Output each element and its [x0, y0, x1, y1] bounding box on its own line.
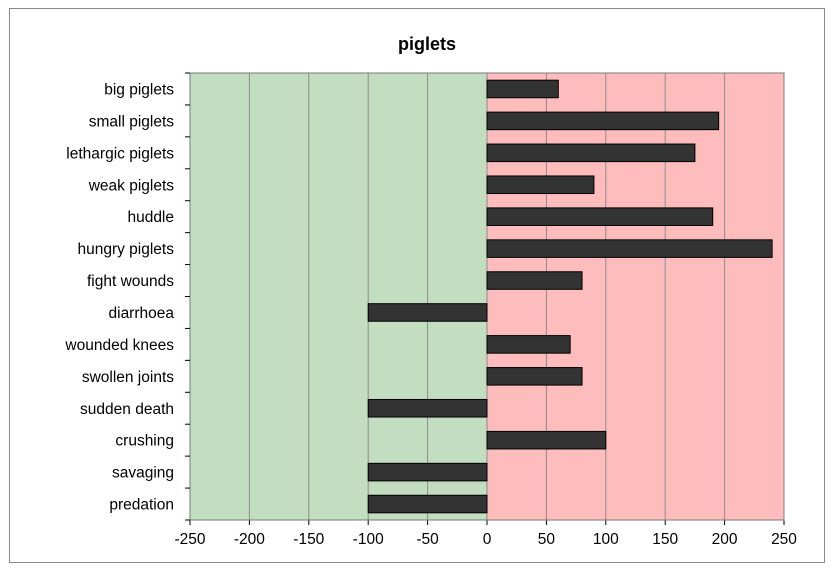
- category-label: wounded knees: [64, 337, 174, 354]
- category-label: swollen joints: [82, 369, 174, 386]
- category-label: predation: [109, 497, 174, 514]
- bars: [367, 79, 773, 514]
- bar: [486, 271, 583, 290]
- category-labels: big piglets small piglets lethargic piglet…: [64, 81, 174, 513]
- bar: [367, 398, 488, 418]
- bar: [486, 367, 583, 386]
- category-label: sudden death: [80, 401, 174, 418]
- negative-region: [190, 73, 487, 520]
- positive-region: [487, 73, 784, 520]
- bar: [486, 430, 607, 450]
- category-label: huddle: [127, 209, 174, 226]
- x-tick-label: -250: [174, 531, 205, 548]
- x-tick-label: 0: [483, 531, 492, 548]
- bar: [486, 239, 773, 258]
- category-label: big piglets: [104, 81, 174, 98]
- category-label: hungry piglets: [77, 241, 174, 258]
- category-label: crushing: [115, 433, 174, 450]
- x-tick-label: 100: [593, 531, 619, 548]
- x-tick-label: 250: [771, 531, 797, 548]
- bar: [367, 494, 488, 514]
- bar: [486, 175, 595, 195]
- bar: [367, 303, 488, 322]
- x-tick-label: 200: [712, 531, 738, 548]
- category-label: diarrhoea: [109, 305, 175, 322]
- x-tick-label: -200: [234, 531, 265, 548]
- category-label: fight wounds: [87, 273, 174, 290]
- x-tick-label: 50: [538, 531, 556, 548]
- chart-title: piglets: [398, 34, 456, 54]
- bar: [367, 462, 488, 482]
- x-axis: [185, 72, 785, 525]
- bar: [486, 143, 696, 163]
- bar: [486, 207, 714, 226]
- x-tick-label: -50: [416, 531, 439, 548]
- bar: [486, 335, 571, 354]
- bar: [486, 79, 559, 99]
- category-label: savaging: [112, 465, 174, 482]
- x-tick-label: -150: [293, 531, 324, 548]
- x-tick-label: -100: [353, 531, 384, 548]
- category-label: small piglets: [89, 113, 175, 130]
- bar: [486, 111, 720, 131]
- x-tick-labels: -250 -200 -150 -100 -50 0 50 100 150 200 250: [174, 531, 797, 548]
- x-tick-label: 150: [652, 531, 678, 548]
- category-label: lethargic piglets: [66, 145, 174, 162]
- category-label: weak piglets: [88, 177, 175, 194]
